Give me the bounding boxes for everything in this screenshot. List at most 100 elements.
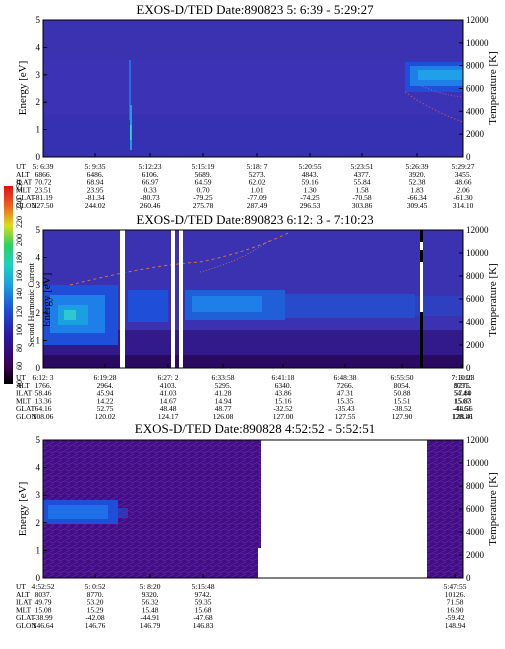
orbit-cell: 56.32 [142,598,159,607]
orbit-cell: 58.46 [35,389,52,398]
panel-2-plot [42,229,464,369]
orbit-cell: 41.03 [160,389,177,398]
orbit-row-label: MLT [16,185,32,194]
orbit-cell: 309.45 [407,201,428,210]
orbit-cell: 52.75 [97,404,114,413]
colorbar-tick-label: 60 [15,362,24,370]
orbit-cell: 6:48:38 [334,373,357,382]
orbit-cell: 120.02 [95,412,116,421]
orbit-cell: 1.83 [410,185,423,194]
orbit-cell: 4:52:52 [32,582,55,591]
orbit-cell: 14.67 [160,396,177,405]
energy-tick-label: 1 [36,125,41,135]
orbit-cell: 15.08 [35,605,52,614]
colorbar-tick-label: 120 [15,306,24,318]
panel-3-y2label: Temperature [K] [487,472,499,545]
orbit-cell: 4843. [302,170,319,179]
orbit-cell: 296.53 [300,201,321,210]
energy-tick-label: 0 [36,363,41,373]
colorbar-tick-label: 180 [15,252,24,264]
orbit-cell: -81.19 [33,193,53,202]
orbit-row-label: GLON [16,201,37,210]
colorbar-tick-label: 250 [15,180,24,192]
orbit-cell: 66.97 [142,178,159,187]
temperature-tick-label: 12000 [466,435,489,445]
orbit-cell: 57.80 [455,389,472,398]
orbit-cell: 14.22 [97,396,114,405]
orbit-row-label: ILAT [16,389,33,398]
orbit-row-label: GLAT [16,613,36,622]
orbit-cell: 1766. [35,381,52,390]
panel-1-plot [42,19,464,158]
orbit-row-label: GLON [16,621,37,630]
orbit-cell: 5:47:55 [444,582,467,591]
orbit-cell: 59.16 [302,178,319,187]
orbit-cell: 15.16 [275,396,292,405]
temperature-tick-label: 2000 [466,340,485,350]
energy-tick-label: 3 [36,70,41,80]
panel-3-title: EXOS-D/TED Date:890828 4:52:52 - 5:52:51 [135,421,375,436]
orbit-cell: 146.76 [85,621,106,630]
orbit-cell: 227.50 [33,201,54,210]
orbit-cell: 0.33 [143,185,156,194]
orbit-cell: 6106. [142,170,159,179]
panel-1-y2label: Temperature [K] [487,51,499,124]
orbit-cell: 48.77 [215,404,232,413]
orbit-cell: 9742. [195,590,212,599]
orbit-cell: 7:10:23 [452,373,475,382]
orbit-cell: 5:12:23 [139,162,162,171]
orbit-cell: 3455. [455,170,472,179]
panel-3-ylabel: Energy [eV] [17,482,29,536]
orbit-cell: 13.36 [35,396,52,405]
temperature-tick-label: 4000 [466,106,485,116]
temperature-tick-label: 6000 [466,84,485,94]
orbit-cell: -74.25 [300,193,320,202]
panel-1-temperature-ticks: 0 2000 4000 6000 8000 10000 12000 [459,15,489,162]
orbit-cell: 43.86 [275,389,292,398]
orbit-cell: 6866. [35,170,52,179]
temperature-tick-label: 4000 [466,317,485,327]
orbit-cell: 127.00 [273,412,294,421]
orbit-cell: 1.01 [250,185,263,194]
orbit-cell: 23.95 [87,185,104,194]
orbit-cell: 260.46 [140,201,161,210]
orbit-cell: 5:20:55 [299,162,322,171]
orbit-cell: 64.59 [195,178,212,187]
panel-3-temperature-ticks: 0 2000 4000 6000 8000 10000 12000 [459,435,489,583]
energy-tick-label: 5 [36,225,41,235]
orbit-cell: 48.48 [160,404,177,413]
orbit-cell: 5: 0:52 [84,582,105,591]
temperature-tick-label: 2000 [466,129,485,139]
orbit-cell: 5689. [195,170,212,179]
orbit-cell: 62.02 [249,178,266,187]
temperature-tick-label: 10000 [466,458,489,468]
orbit-cell: 6:19:28 [94,373,117,382]
temperature-tick-label: 8000 [466,271,485,281]
orbit-cell: 49.79 [35,598,52,607]
colorbar-tick-label: 160 [15,270,24,282]
orbit-row-label: MLT [16,396,32,405]
energy-tick-label: 3 [36,490,41,500]
orbit-cell: 5:15:19 [192,162,215,171]
orbit-cell: 15.68 [195,605,212,614]
orbit-cell: 50.88 [394,389,411,398]
temperature-tick-label: 4000 [466,527,485,537]
orbit-cell: 64.16 [35,404,52,413]
orbit-cell: 9275. [455,381,472,390]
orbit-cell: 1.58 [355,185,368,194]
energy-tick-label: 2 [36,308,41,318]
orbit-cell: -32.52 [273,404,293,413]
orbit-row-label: ILAT [16,598,33,607]
orbit-cell: 275.78 [193,201,214,210]
orbit-cell: 6340. [275,381,292,390]
orbit-cell: -77.09 [247,193,267,202]
orbit-cell: 127.55 [335,412,356,421]
temperature-tick-label: 10000 [466,248,489,258]
panel-2-energy-ticks: 0 1 2 3 4 5 [36,225,47,373]
energy-tick-label: 1 [36,335,41,345]
temperature-tick-label: 0 [466,573,471,583]
orbit-cell: 2.06 [456,185,469,194]
orbit-cell: 47.31 [337,389,354,398]
panel-2-title: EXOS-D/TED Date:890823 6:12: 3 - 7:10:23 [136,212,373,227]
